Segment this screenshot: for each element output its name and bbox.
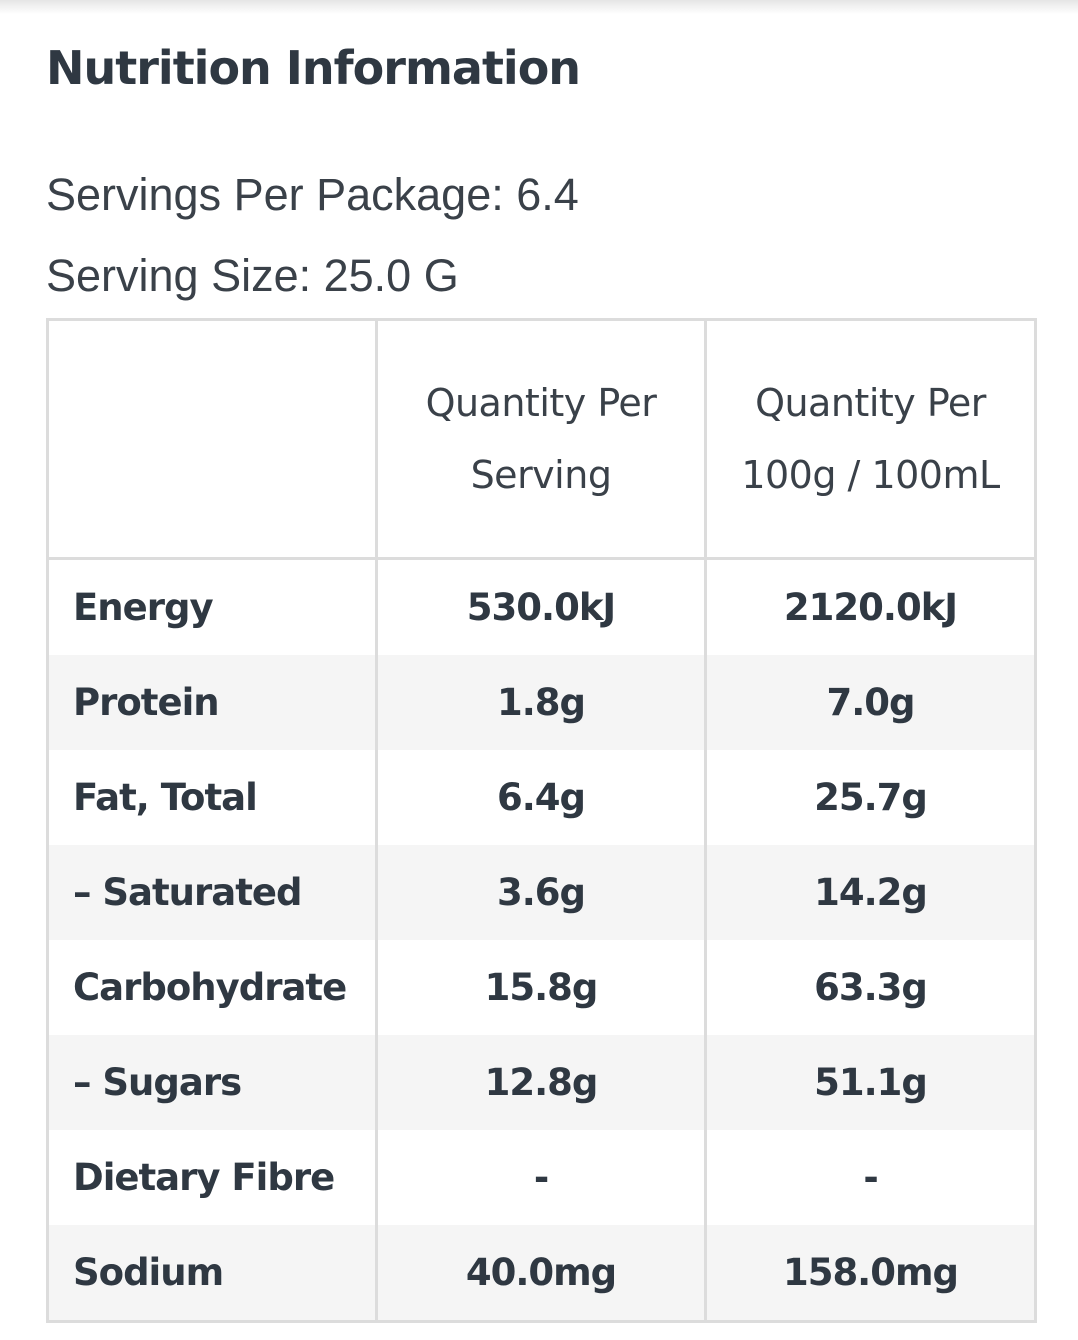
nutrient-name: – Saturated xyxy=(46,845,378,940)
per-100-value: 7.0g xyxy=(704,655,1037,750)
header-nutrient xyxy=(46,319,378,560)
per-serving-value: 15.8g xyxy=(375,940,707,1035)
nutrient-name: Sodium xyxy=(46,1225,378,1322)
header-per-serving-line2: Serving xyxy=(470,453,612,497)
nutrition-table: Quantity Per Serving Quantity Per 100g /… xyxy=(46,318,1037,1323)
top-shadow xyxy=(0,0,1078,14)
serving-size: Serving Size: 25.0 G xyxy=(46,250,459,301)
nutrient-name: Dietary Fibre xyxy=(46,1130,378,1225)
per-100-value: 2120.0kJ xyxy=(704,558,1037,655)
per-serving-value: 6.4g xyxy=(375,750,707,845)
per-serving-value: 40.0mg xyxy=(375,1225,707,1322)
nutrient-name: Energy xyxy=(46,558,378,655)
nutrient-name: Fat, Total xyxy=(46,750,378,845)
page-title: Nutrition Information xyxy=(46,41,581,95)
header-per-serving-line1: Quantity Per xyxy=(425,381,657,425)
per-100-value: 63.3g xyxy=(704,940,1037,1035)
header-per-100-line1: Quantity Per xyxy=(755,381,986,425)
table-row: Sodium 40.0mg 158.0mg xyxy=(46,1225,1037,1322)
per-100-value: 51.1g xyxy=(704,1035,1037,1130)
header-per-100-line2: 100g / 100mL xyxy=(741,453,1000,497)
per-100-value: 14.2g xyxy=(704,845,1037,940)
per-100-value: 25.7g xyxy=(704,750,1037,845)
table-row: Fat, Total 6.4g 25.7g xyxy=(46,750,1037,845)
table-row: Protein 1.8g 7.0g xyxy=(46,655,1037,750)
table-row: Carbohydrate 15.8g 63.3g xyxy=(46,940,1037,1035)
per-100-value: - xyxy=(704,1130,1037,1225)
table-row: – Sugars 12.8g 51.1g xyxy=(46,1035,1037,1130)
per-serving-value: 530.0kJ xyxy=(375,558,707,655)
per-serving-value: 12.8g xyxy=(375,1035,707,1130)
table-row: Dietary Fibre - - xyxy=(46,1130,1037,1225)
nutrient-name: Protein xyxy=(46,655,378,750)
table-row: Energy 530.0kJ 2120.0kJ xyxy=(46,558,1037,655)
header-per-serving: Quantity Per Serving xyxy=(375,319,707,560)
per-serving-value: - xyxy=(375,1130,707,1225)
per-serving-value: 3.6g xyxy=(375,845,707,940)
table-row: – Saturated 3.6g 14.2g xyxy=(46,845,1037,940)
table-header-row: Quantity Per Serving Quantity Per 100g /… xyxy=(46,319,1037,560)
per-serving-value: 1.8g xyxy=(375,655,707,750)
nutrient-name: – Sugars xyxy=(46,1035,378,1130)
nutrient-name: Carbohydrate xyxy=(46,940,378,1035)
header-per-100: Quantity Per 100g / 100mL xyxy=(704,319,1037,560)
per-100-value: 158.0mg xyxy=(704,1225,1037,1322)
servings-per-package: Servings Per Package: 6.4 xyxy=(46,169,579,220)
